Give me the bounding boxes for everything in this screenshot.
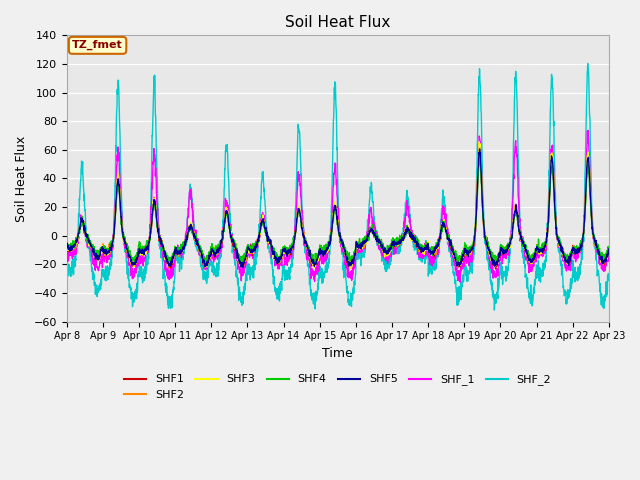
- Y-axis label: Soil Heat Flux: Soil Heat Flux: [15, 135, 28, 222]
- SHF1: [353, 242, 361, 248]
- X-axis label: Time: Time: [323, 347, 353, 360]
- SHF_2: [605, 275, 612, 280]
- SHF3: [354, 240, 362, 246]
- Text: TZ_fmet: TZ_fmet: [72, 40, 123, 50]
- SHF5: [63, 242, 70, 248]
- SHF1: [365, 231, 373, 237]
- SHF_1: [572, 251, 580, 256]
- SHF_2: [572, 271, 580, 277]
- SHF1: [63, 240, 70, 246]
- SHF_2: [490, 307, 498, 313]
- SHF2: [496, 248, 504, 254]
- SHF_2: [214, 274, 221, 279]
- SHF3: [63, 240, 70, 246]
- SHF3: [557, 247, 565, 252]
- SHF_2: [353, 255, 361, 261]
- SHF2: [214, 248, 221, 254]
- Line: SHF3: SHF3: [67, 142, 609, 269]
- SHF3: [605, 248, 612, 253]
- SHF4: [63, 241, 70, 247]
- SHF1: [492, 266, 499, 272]
- SHF_2: [495, 278, 503, 284]
- SHF5: [354, 241, 362, 247]
- SHF2: [573, 248, 580, 254]
- SHF5: [476, 146, 484, 152]
- Line: SHF_2: SHF_2: [67, 63, 609, 310]
- SHF_1: [456, 279, 464, 285]
- SHF3: [476, 139, 483, 144]
- SHF5: [239, 264, 247, 270]
- SHF1: [476, 146, 483, 152]
- SHF2: [454, 265, 462, 271]
- Line: SHF2: SHF2: [67, 147, 609, 268]
- SHF_2: [63, 253, 70, 259]
- SHF4: [237, 263, 244, 268]
- SHF1: [573, 248, 580, 253]
- SHF4: [354, 241, 362, 247]
- SHF4: [573, 250, 580, 255]
- SHF5: [214, 245, 221, 251]
- SHF_1: [214, 248, 221, 254]
- SHF1: [605, 247, 612, 253]
- Line: SHF_1: SHF_1: [67, 131, 609, 282]
- SHF_1: [495, 255, 503, 261]
- SHF5: [496, 253, 504, 259]
- SHF3: [365, 231, 373, 237]
- SHF4: [476, 157, 483, 163]
- Line: SHF5: SHF5: [67, 149, 609, 267]
- SHF3: [496, 251, 504, 256]
- SHF2: [476, 144, 484, 150]
- Legend: SHF1, SHF2, SHF3, SHF4, SHF5, SHF_1, SHF_2: SHF1, SHF2, SHF3, SHF4, SHF5, SHF_1, SHF…: [120, 370, 556, 405]
- SHF_1: [557, 247, 565, 252]
- SHF4: [214, 249, 221, 254]
- SHF3: [347, 266, 355, 272]
- SHF1: [496, 252, 504, 258]
- SHF_1: [584, 128, 592, 133]
- SHF3: [214, 247, 221, 253]
- SHF4: [605, 243, 612, 249]
- Title: Soil Heat Flux: Soil Heat Flux: [285, 15, 390, 30]
- SHF_1: [605, 250, 612, 255]
- SHF1: [557, 247, 565, 253]
- SHF_1: [353, 249, 361, 255]
- SHF4: [365, 231, 373, 237]
- SHF_1: [365, 212, 373, 217]
- SHF4: [557, 242, 565, 248]
- SHF2: [63, 244, 70, 250]
- SHF4: [496, 251, 504, 256]
- SHF5: [365, 228, 373, 234]
- SHF2: [353, 243, 361, 249]
- SHF2: [557, 243, 565, 249]
- SHF_2: [584, 60, 591, 66]
- SHF_2: [365, 204, 373, 209]
- SHF5: [573, 248, 580, 254]
- Line: SHF4: SHF4: [67, 160, 609, 265]
- SHF1: [214, 249, 221, 255]
- SHF5: [557, 245, 565, 251]
- Line: SHF1: SHF1: [67, 149, 609, 269]
- SHF_2: [557, 259, 565, 265]
- SHF2: [605, 248, 612, 253]
- SHF3: [573, 249, 580, 255]
- SHF_1: [63, 249, 70, 255]
- SHF5: [605, 246, 612, 252]
- SHF2: [365, 231, 373, 237]
